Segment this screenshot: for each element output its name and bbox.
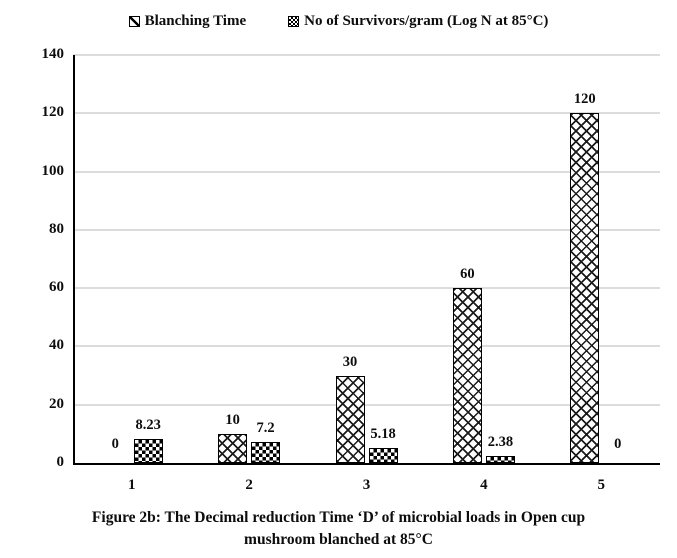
bar-value-label: 8.23 — [135, 417, 161, 433]
y-axis-tick-label: 0 — [56, 454, 65, 471]
y-axis-tick-label: 100 — [41, 162, 65, 179]
figure-caption: Figure 2b: The Decimal reduction Time ‘D… — [0, 507, 677, 550]
bar-value-label: 60 — [460, 266, 475, 282]
bar-survivors-per-gram — [368, 448, 398, 463]
legend-label-survivors: No of Survivors/gram (Log N at 85°C) — [304, 13, 549, 29]
chart-legend: Blanching Time No of Survivors/gram (Log… — [0, 13, 677, 30]
diagonal-hatch-swatch-icon — [128, 16, 140, 27]
legend-item-survivors: No of Survivors/gram (Log N at 85°C) — [288, 13, 548, 30]
gridline — [73, 287, 660, 290]
y-axis-tick-label: 120 — [41, 104, 65, 121]
legend-label-blanching-time: Blanching Time — [144, 13, 247, 29]
bar-survivors-per-gram — [251, 442, 281, 463]
bar-survivors-per-gram — [133, 439, 163, 463]
bar-value-label: 5.18 — [370, 426, 396, 442]
bar-value-label: 0 — [614, 436, 622, 452]
y-axis-tick-label: 140 — [41, 46, 65, 63]
bar-blanching-time — [452, 288, 482, 463]
x-axis-category-label: 3 — [362, 477, 371, 493]
legend-item-blanching-time: Blanching Time — [128, 13, 247, 30]
bar-value-label: 30 — [342, 354, 358, 370]
gridline — [73, 345, 660, 348]
gridline — [73, 170, 660, 173]
y-axis-tick-label: 60 — [49, 279, 64, 296]
bar-survivors-per-gram — [485, 456, 515, 463]
x-axis-category-label: 4 — [480, 477, 488, 493]
bar-value-label: 2.38 — [487, 434, 514, 450]
gridline — [73, 112, 660, 115]
x-axis-category-label: 1 — [127, 477, 136, 493]
x-axis-category-label: 2 — [245, 477, 253, 493]
checkerboard-swatch-icon — [288, 16, 300, 27]
bar-blanching-time — [570, 113, 600, 463]
bar-value-label: 10 — [225, 412, 240, 428]
y-axis-tick-label: 20 — [49, 395, 64, 412]
figure-caption-line2: mushroom blanched at 85°C — [244, 530, 433, 548]
bar-value-label: 0 — [111, 436, 119, 452]
gridline — [73, 403, 660, 406]
gridline — [73, 54, 660, 56]
x-axis-line — [73, 463, 660, 465]
bar-value-label: 7.2 — [256, 420, 275, 436]
y-axis-tick-label: 40 — [49, 337, 64, 354]
y-axis-tick-label: 80 — [49, 221, 64, 238]
bar-blanching-time — [335, 376, 365, 463]
bar-blanching-time — [218, 434, 248, 463]
x-axis-category-label: 5 — [597, 477, 606, 493]
gridline — [73, 228, 660, 231]
y-axis-line — [73, 55, 75, 465]
bar-value-label: 120 — [573, 91, 596, 107]
figure-caption-line1: Figure 2b: The Decimal reduction Time ‘D… — [91, 509, 586, 526]
